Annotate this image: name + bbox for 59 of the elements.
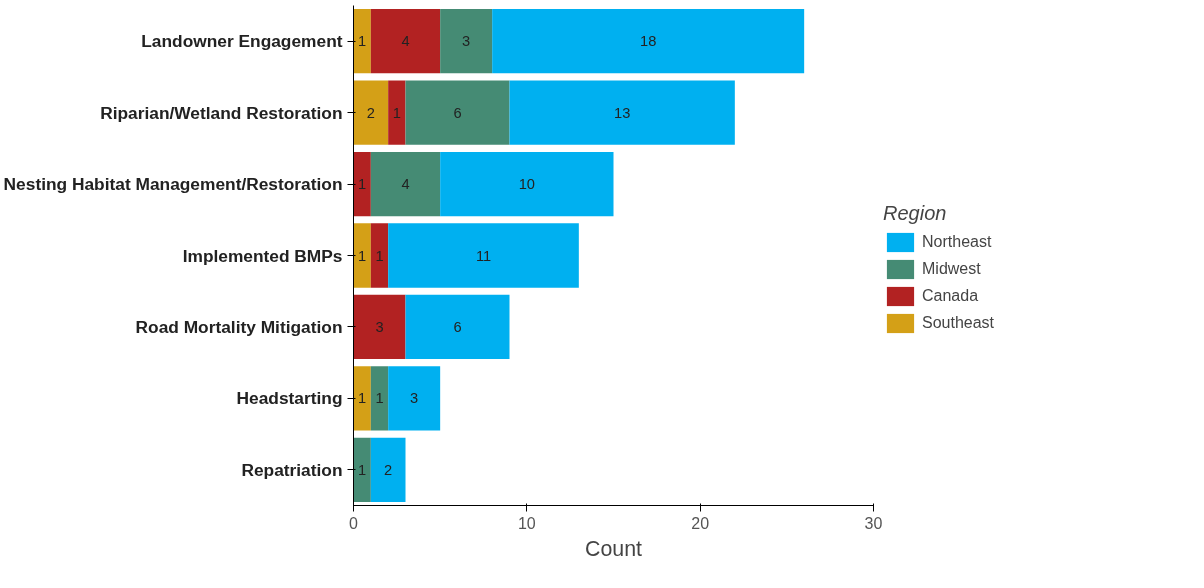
x-tick-label: 10 — [517, 514, 536, 532]
legend-label: Southeast — [922, 314, 995, 332]
data-label: 6 — [453, 104, 462, 121]
data-label: 1 — [358, 176, 367, 193]
bar — [388, 80, 406, 145]
data-label: 3 — [375, 318, 384, 335]
x-tick-label: 0 — [349, 514, 359, 532]
data-label: 13 — [614, 104, 631, 121]
data-label: 1 — [392, 104, 401, 121]
bar — [509, 80, 735, 145]
bar — [388, 366, 441, 431]
y-tick-label: Headstarting — [236, 388, 343, 409]
legend-label: Canada — [922, 287, 979, 305]
y-tick-label: Landowner Engagement — [141, 31, 343, 52]
bar — [405, 80, 510, 145]
data-label: 1 — [375, 247, 384, 264]
data-label: 2 — [366, 104, 375, 121]
data-label: 1 — [358, 461, 367, 478]
x-tick-label: 20 — [691, 514, 710, 532]
bar — [353, 223, 371, 288]
legend-label: Midwest — [922, 260, 981, 278]
bar — [440, 9, 493, 74]
y-tick-label: Road Mortality Mitigation — [135, 316, 343, 337]
bar — [388, 223, 579, 288]
bar — [492, 9, 805, 74]
legend-title: Region — [883, 202, 948, 225]
data-label: 1 — [358, 247, 367, 264]
bar — [353, 151, 371, 217]
data-label: 18 — [640, 33, 657, 50]
data-label: 3 — [462, 33, 471, 50]
bar — [405, 294, 510, 360]
bar — [353, 9, 371, 74]
bar — [370, 151, 441, 217]
bar — [353, 80, 389, 145]
data-label: 1 — [358, 390, 367, 407]
y-tick-label: Riparian/Wetland Restoration — [100, 102, 343, 123]
y-tick-label: Implemented BMPs — [182, 245, 343, 266]
bar — [370, 223, 389, 288]
legend-label: Northeast — [922, 233, 992, 251]
data-label: 10 — [518, 176, 535, 193]
y-tick-label: Repatriation — [241, 459, 343, 480]
bar — [353, 294, 406, 360]
data-label: 4 — [401, 176, 410, 193]
data-label: 1 — [358, 33, 367, 50]
data-label: 3 — [410, 390, 419, 407]
bar — [370, 9, 441, 74]
x-axis-title: Count — [585, 536, 643, 561]
data-label: 2 — [384, 461, 393, 478]
data-label: 4 — [401, 33, 410, 50]
bar — [370, 437, 406, 502]
data-label: 6 — [453, 318, 462, 335]
bar — [353, 366, 371, 431]
data-label: 11 — [475, 247, 492, 264]
y-tick-label: Nesting Habitat Management/Restoration — [3, 174, 343, 195]
data-label: 1 — [375, 390, 384, 407]
bar — [353, 437, 371, 502]
bar — [370, 366, 389, 431]
bar — [440, 151, 614, 217]
x-tick-label: 30 — [864, 514, 883, 532]
